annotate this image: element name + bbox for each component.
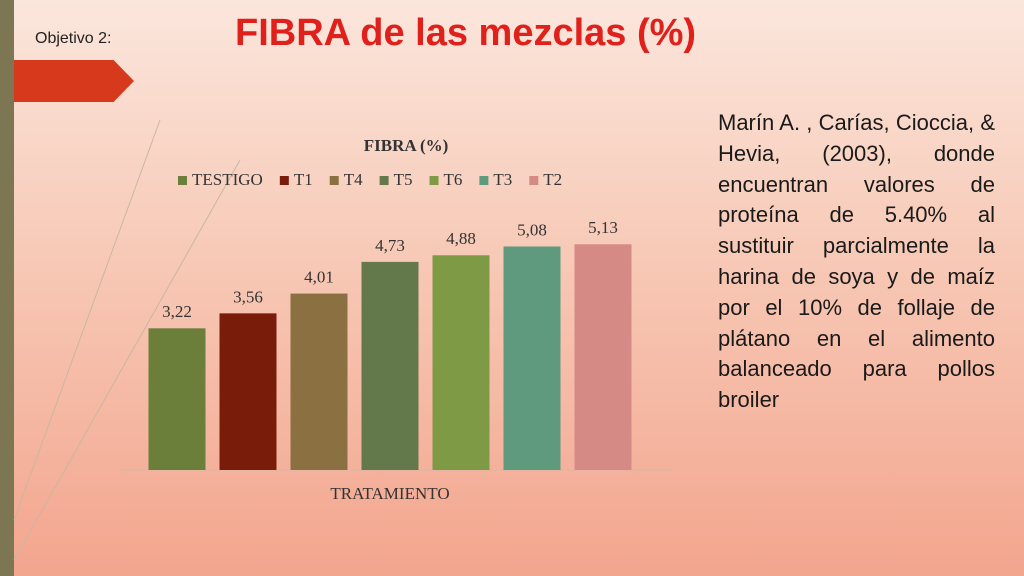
decor-line	[13, 159, 241, 561]
legend-label: T4	[344, 170, 363, 189]
value-label: 3,22	[162, 302, 192, 321]
value-label: 5,13	[588, 218, 618, 237]
bar	[290, 293, 348, 470]
legend-label: T3	[493, 170, 512, 189]
legend-label: T2	[543, 170, 562, 189]
bar	[503, 246, 561, 470]
legend-swatch	[429, 176, 439, 185]
legend-swatch	[379, 176, 389, 185]
legend-label: TESTIGO	[192, 170, 263, 189]
legend-label: T6	[444, 170, 463, 189]
note-text: Marín A. , Carías, Cioccia, & Hevia, (20…	[718, 110, 995, 413]
bar	[219, 313, 277, 470]
legend-label: T5	[394, 170, 413, 189]
side-stripe	[0, 0, 14, 576]
bar	[574, 244, 632, 470]
slide-title: FIBRA de las mezclas (%)	[235, 12, 697, 54]
value-label: 4,88	[446, 229, 476, 248]
bar	[432, 255, 490, 470]
bar	[148, 328, 206, 470]
value-label: 5,08	[517, 220, 547, 239]
x-tick-label: TRATAMIENTO	[330, 484, 449, 503]
legend-swatch	[529, 176, 539, 185]
legend-swatch	[479, 176, 489, 185]
value-label: 4,73	[375, 236, 405, 255]
legend-swatch	[279, 176, 289, 185]
decor-line	[13, 119, 161, 521]
value-label: 3,56	[233, 287, 263, 306]
legend-swatch	[178, 176, 187, 185]
value-label: 4,01	[304, 267, 334, 286]
bar	[361, 261, 419, 470]
tab-shape	[14, 60, 134, 102]
legend-label: T1	[294, 170, 313, 189]
chart-title: FIBRA (%)	[364, 136, 449, 155]
legend-swatch	[329, 176, 339, 185]
objective-label: Objetivo 2:	[35, 30, 112, 47]
